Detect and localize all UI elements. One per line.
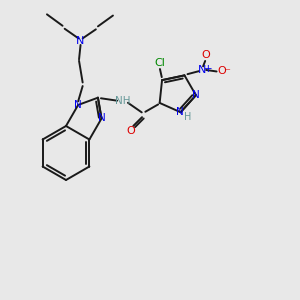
Text: N: N	[176, 106, 184, 117]
Text: O: O	[217, 67, 226, 76]
Text: +: +	[204, 64, 213, 74]
Text: N: N	[76, 36, 85, 46]
Text: O: O	[201, 50, 210, 60]
Text: N: N	[192, 90, 200, 100]
Text: N: N	[74, 100, 82, 110]
Text: O: O	[127, 126, 135, 136]
Text: N: N	[198, 65, 207, 75]
Text: ⁻: ⁻	[225, 67, 231, 77]
Text: NH: NH	[115, 96, 130, 106]
Text: Cl: Cl	[154, 58, 165, 68]
Text: N: N	[98, 113, 105, 124]
Text: H: H	[184, 112, 191, 122]
